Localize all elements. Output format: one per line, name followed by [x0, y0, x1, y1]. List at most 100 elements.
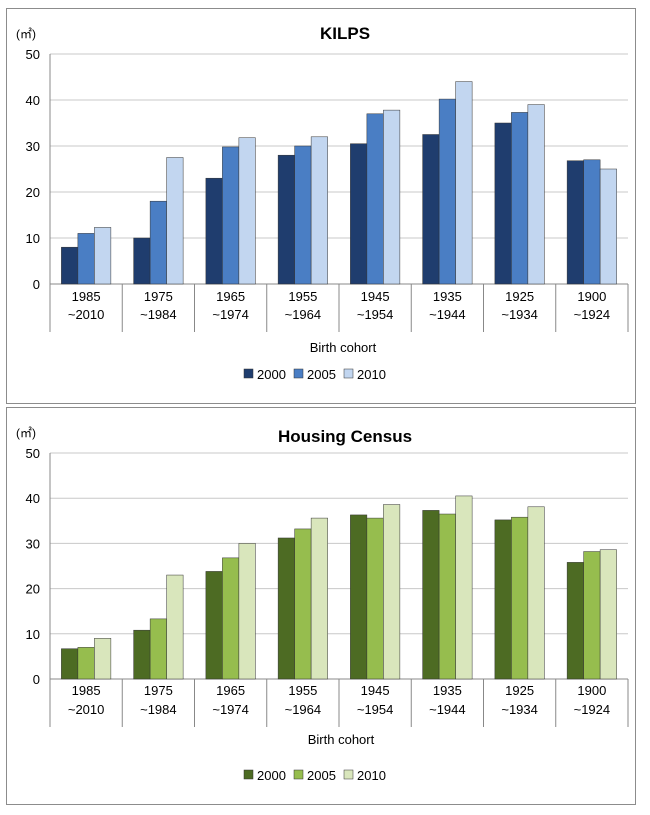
x-tick-label: 1900 [577, 289, 606, 304]
x-tick-label: ~1974 [212, 307, 249, 322]
housing-census-chart-panel: Housing Census (㎡) 0 10 20 30 40 50 1985 ~2010… [6, 407, 636, 805]
x-tick-label: 1925 [505, 289, 534, 304]
bar [583, 551, 601, 680]
bar [455, 81, 473, 285]
x-tick-label: 1985 [72, 683, 101, 698]
bar [511, 112, 529, 285]
x-tick-label: ~1964 [285, 307, 322, 322]
unit-label: (㎡) [16, 27, 36, 41]
bar [366, 113, 384, 285]
x-tick-label: ~2010 [68, 702, 105, 717]
x-tick-label: ~1964 [285, 702, 322, 717]
bar [133, 237, 151, 285]
x-tick-label: ~1954 [357, 702, 394, 717]
x-axis-label: Birth cohort [310, 340, 377, 355]
bar [238, 543, 256, 680]
x-tick-label: ~1924 [574, 307, 611, 322]
bar [310, 517, 328, 680]
bar [422, 510, 440, 680]
x-tick-label: 1965 [216, 289, 245, 304]
legend-label: 2000 [257, 768, 286, 783]
y-tick-label: 50 [26, 446, 40, 461]
bar [422, 134, 440, 285]
kilps-chart-panel: KILPS (㎡) 0 10 20 30 40 50 1985 ~2010 1975 ~1984… [6, 8, 636, 404]
bar [511, 516, 529, 680]
bar [566, 562, 584, 680]
y-tick-label: 0 [33, 277, 40, 292]
x-tick-label: ~1984 [140, 307, 177, 322]
y-tick-label: 0 [33, 672, 40, 687]
bar [94, 638, 112, 680]
x-tick-label: ~1984 [140, 702, 177, 717]
bar [599, 168, 617, 285]
y-tick-label: 30 [26, 139, 40, 154]
bar [455, 495, 473, 680]
x-tick-label: 1975 [144, 683, 173, 698]
legend-label: 2010 [357, 768, 386, 783]
bar [383, 504, 401, 680]
bar [366, 517, 384, 680]
x-tick-label: ~1954 [357, 307, 394, 322]
y-tick-label: 40 [26, 93, 40, 108]
bar [222, 557, 240, 680]
bar [277, 537, 295, 680]
x-tick-label: ~1974 [212, 702, 249, 717]
bar [494, 519, 512, 680]
bar [133, 629, 151, 680]
bar [238, 137, 256, 285]
bar [438, 513, 456, 680]
bar [149, 618, 167, 680]
legend-swatch [243, 368, 254, 379]
bar [383, 109, 401, 285]
x-tick-label: ~1924 [574, 702, 611, 717]
x-tick-label: 1900 [577, 683, 606, 698]
bar [599, 549, 617, 680]
x-tick-label: 1935 [433, 683, 462, 698]
bar [61, 648, 79, 680]
chart-title: Housing Census [278, 427, 412, 446]
legend-label: 2005 [307, 768, 336, 783]
bar [77, 647, 95, 680]
y-tick-label: 50 [26, 47, 40, 62]
x-tick-label: ~1944 [429, 307, 466, 322]
unit-label: (㎡) [16, 426, 36, 440]
x-tick-label: 1955 [288, 683, 317, 698]
bar [166, 157, 184, 285]
legend-swatch [293, 368, 304, 379]
bar [222, 146, 240, 285]
legend-label: 2005 [307, 367, 336, 382]
bar [149, 200, 167, 285]
x-axis-label: Birth cohort [308, 732, 375, 747]
y-tick-label: 30 [26, 536, 40, 551]
bar [205, 177, 223, 285]
x-tick-label: 1985 [72, 289, 101, 304]
bar [205, 571, 223, 680]
kilps-chart: KILPS (㎡) 0 10 20 30 40 50 1985 ~2010 1975 ~1984… [16, 24, 629, 382]
bar [438, 98, 456, 285]
x-tick-label: 1935 [433, 289, 462, 304]
y-tick-label: 20 [26, 582, 40, 597]
x-tick-label: 1965 [216, 683, 245, 698]
bar [566, 160, 584, 285]
y-tick-label: 40 [26, 491, 40, 506]
legend-label: 2010 [357, 367, 386, 382]
x-tick-label: 1955 [288, 289, 317, 304]
bar [94, 227, 112, 285]
bar [494, 122, 512, 285]
bar [77, 233, 95, 285]
x-tick-label: 1945 [361, 289, 390, 304]
bar [294, 528, 312, 680]
bar [166, 574, 184, 680]
bar [294, 145, 312, 285]
x-tick-label: ~2010 [68, 307, 105, 322]
bar [350, 514, 368, 680]
chart-title: KILPS [320, 24, 370, 43]
y-tick-label: 20 [26, 185, 40, 200]
bar [310, 136, 328, 285]
legend-swatch [343, 769, 354, 780]
x-tick-label: ~1944 [429, 702, 466, 717]
bar [61, 246, 79, 285]
bar [527, 104, 545, 285]
x-tick-label: ~1934 [501, 307, 538, 322]
housing-census-chart: Housing Census (㎡) 0 10 20 30 40 50 1985 ~2010… [16, 426, 629, 783]
